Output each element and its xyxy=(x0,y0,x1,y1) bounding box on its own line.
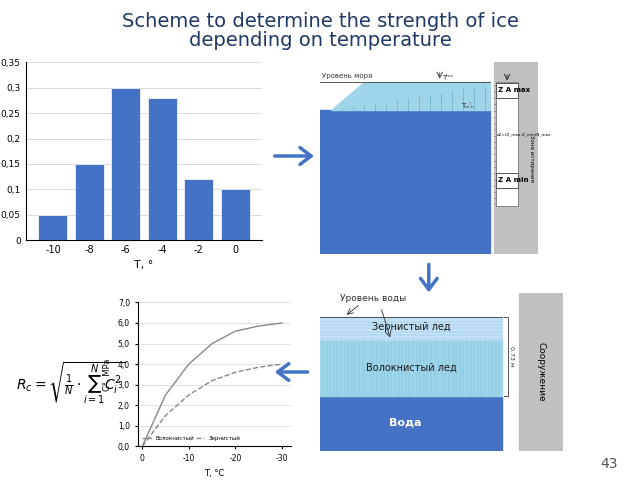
Text: Зона истирания: Зона истирания xyxy=(529,135,534,182)
Bar xyxy=(221,189,250,240)
Зернистый xyxy=(138,444,146,449)
Text: Уровень воды: Уровень воды xyxy=(340,294,406,303)
Bar xyxy=(518,293,563,451)
Зернистый xyxy=(208,378,216,384)
Bar xyxy=(38,215,67,240)
Bar xyxy=(320,317,502,340)
Polygon shape xyxy=(331,82,490,110)
Text: $R_c = \sqrt{\frac{1}{N} \cdot \sum_{i=1}^{N} C_i^2}$: $R_c = \sqrt{\frac{1}{N} \cdot \sum_{i=1… xyxy=(16,360,125,407)
Text: 0,73 м: 0,73 м xyxy=(509,346,515,366)
Text: Tᴵᶜᵉ: Tᴵᶜᵉ xyxy=(442,75,453,81)
Bar xyxy=(320,110,490,254)
Text: Z A max: Z A max xyxy=(499,87,531,93)
Bar xyxy=(184,179,213,240)
Bar xyxy=(320,340,502,396)
Волокнистый xyxy=(162,392,170,398)
X-axis label: T, °: T, ° xyxy=(134,261,154,270)
Зернистый xyxy=(185,392,193,398)
Bar xyxy=(148,98,177,240)
Text: Зернистый лед: Зернистый лед xyxy=(372,322,451,332)
Y-axis label: C°, MPa: C°, MPa xyxy=(103,358,112,391)
X-axis label: T, °C: T, °C xyxy=(204,468,225,478)
Text: Сооружение: Сооружение xyxy=(536,342,545,402)
Зернистый xyxy=(255,364,262,370)
Line: Зернистый: Зернистый xyxy=(142,364,282,446)
Legend: Волокнистый, Зернистый: Волокнистый, Зернистый xyxy=(140,434,243,444)
Волокнистый xyxy=(138,444,146,449)
Text: 43: 43 xyxy=(600,457,618,471)
Bar xyxy=(111,88,140,240)
Bar xyxy=(494,62,538,254)
FancyBboxPatch shape xyxy=(496,83,518,98)
Text: Scheme to determine the strength of ice: Scheme to determine the strength of ice xyxy=(122,12,518,31)
Text: Уровень моря: Уровень моря xyxy=(322,73,372,79)
Bar xyxy=(75,164,104,240)
Волокнистый xyxy=(278,320,285,326)
Bar xyxy=(496,82,518,206)
Волокнистый xyxy=(255,323,262,329)
Зернистый xyxy=(162,413,170,419)
Text: Волокнистый лед: Волокнистый лед xyxy=(366,362,456,372)
Волокнистый xyxy=(208,341,216,347)
Волокнистый xyxy=(232,328,239,334)
Text: Вода: Вода xyxy=(389,418,421,428)
Text: Z A min: Z A min xyxy=(499,178,529,183)
Зернистый xyxy=(278,361,285,367)
Line: Волокнистый: Волокнистый xyxy=(142,323,282,446)
FancyBboxPatch shape xyxy=(496,173,518,188)
Text: depending on temperature: depending on temperature xyxy=(189,31,451,50)
Зернистый xyxy=(232,370,239,375)
Text: Tₘᴵₙ: Tₘᴵₙ xyxy=(461,104,474,109)
Волокнистый xyxy=(185,361,193,367)
Bar xyxy=(320,396,502,451)
Text: dZ=(Z_max-Z_min)N_max: dZ=(Z_max-Z_min)N_max xyxy=(497,132,551,136)
